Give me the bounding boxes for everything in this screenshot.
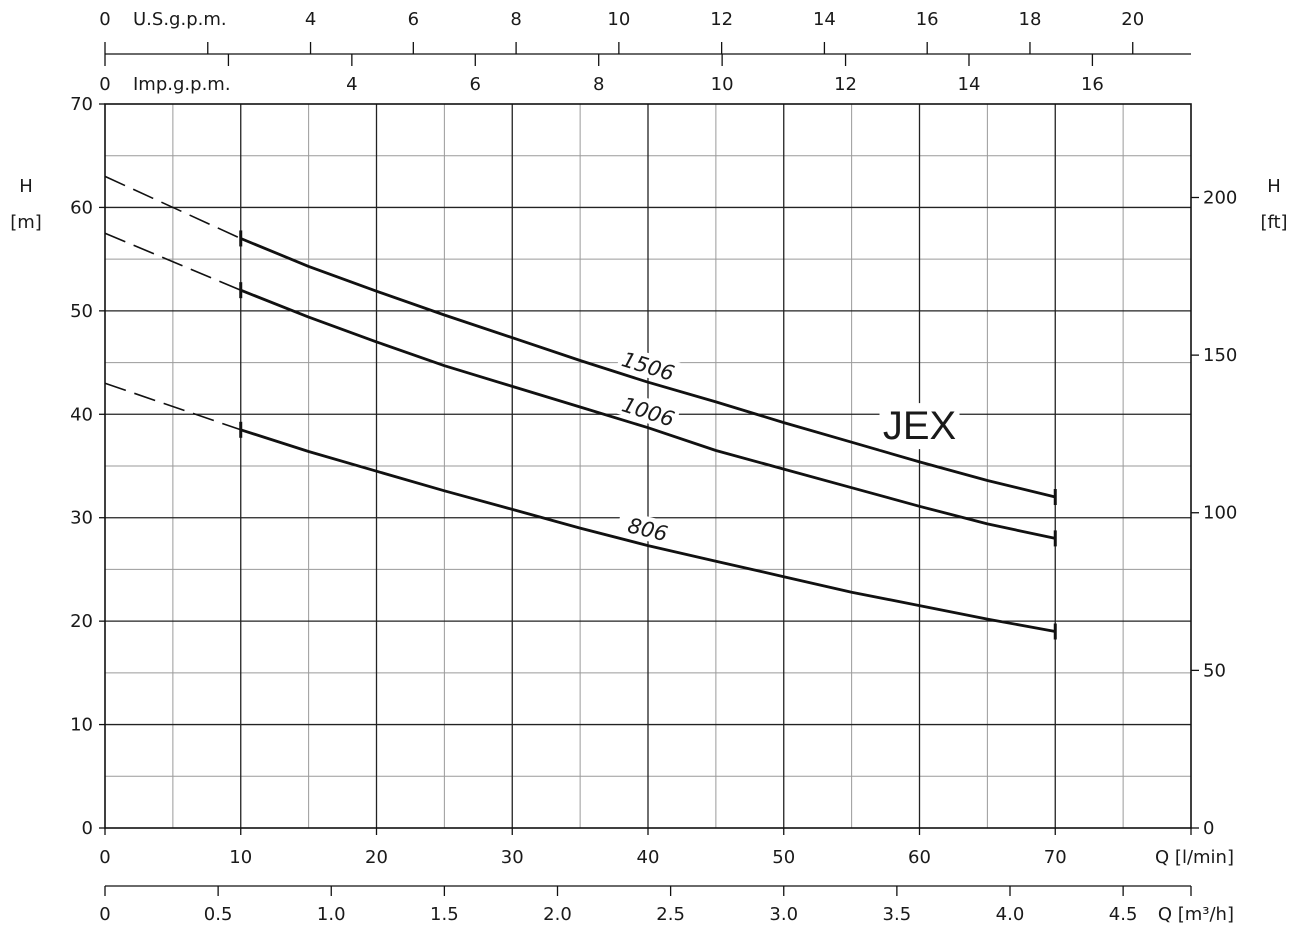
curves	[104, 175, 1057, 640]
impgpm-tick-label: 8	[593, 74, 604, 95]
m3h-tick-label: 2.0	[543, 904, 572, 925]
m3h-tick-label: 1.5	[430, 904, 459, 925]
y-tick-label-left: 20	[70, 611, 93, 632]
usgpm-tick-label: 4	[305, 9, 316, 30]
y-tick-label-left: 0	[82, 818, 93, 839]
usgpm-tick-label: 18	[1019, 9, 1042, 30]
impgpm-tick-label: 0	[99, 74, 110, 95]
chart-title: JEX	[883, 404, 956, 448]
y-tick-label-right: 0	[1203, 818, 1214, 839]
m3h-unit-label: Q [m³/h]	[1158, 904, 1234, 925]
x-tick-label: 30	[501, 847, 524, 868]
usgpm-tick-label: 16	[916, 9, 939, 30]
series-dashed-1006	[104, 232, 242, 291]
y-tick-label-right: 150	[1203, 345, 1237, 366]
impgpm-tick-label: 6	[470, 74, 481, 95]
curve-label-bg	[615, 510, 680, 548]
x-tick-label: 0	[99, 847, 110, 868]
impgpm-tick-label: 16	[1081, 74, 1104, 95]
y-tick-label-left: 10	[70, 715, 93, 736]
series-line-806	[240, 428, 1056, 633]
x-tick-label: 70	[1044, 847, 1067, 868]
y-tick-label-left: 60	[70, 197, 93, 218]
y-tick-label-left: 40	[70, 404, 93, 425]
series-dashed-806	[104, 382, 242, 431]
usgpm-tick-label: 12	[710, 9, 733, 30]
impgpm-tick-label: 10	[711, 74, 734, 95]
y-unit-left-unit: [m]	[10, 212, 42, 233]
curve-label-bg	[616, 345, 681, 386]
usgpm-unit-label: U.S.g.p.m.	[133, 9, 227, 30]
m3h-tick-label: 2.5	[656, 904, 685, 925]
m3h-tick-label: 0	[99, 904, 110, 925]
y-unit-right-symbol: H	[1267, 176, 1281, 197]
series-dashed-1506	[104, 175, 242, 240]
series-line-1006	[240, 288, 1056, 540]
impgpm-tick-label: 12	[834, 74, 857, 95]
usgpm-tick-label: 0	[99, 9, 110, 30]
m3h-tick-label: 0.5	[204, 904, 233, 925]
m3h-tick-label: 1.0	[317, 904, 346, 925]
usgpm-tick-label: 20	[1121, 9, 1144, 30]
x-unit-label: Q [l/min]	[1155, 847, 1234, 868]
m3h-tick-label: 4.0	[996, 904, 1025, 925]
y-tick-label-left: 30	[70, 508, 93, 529]
m3h-tick-label: 4.5	[1109, 904, 1138, 925]
curve-label-bg	[616, 390, 681, 432]
x-tick-label: 60	[908, 847, 931, 868]
axes	[99, 42, 1199, 896]
usgpm-tick-label: 14	[813, 9, 836, 30]
usgpm-tick-label: 6	[408, 9, 419, 30]
x-tick-label: 50	[772, 847, 795, 868]
impgpm-tick-label: 14	[958, 74, 981, 95]
y-tick-label-right: 100	[1203, 503, 1237, 524]
x-tick-label: 20	[365, 847, 388, 868]
impgpm-tick-label: 4	[346, 74, 357, 95]
x-tick-label: 10	[229, 847, 252, 868]
impgpm-unit-label: Imp.g.p.m.	[133, 74, 231, 95]
series-line-1506	[240, 237, 1056, 499]
y-unit-left-symbol: H	[19, 176, 33, 197]
usgpm-tick-label: 10	[607, 9, 630, 30]
usgpm-tick-label: 8	[510, 9, 521, 30]
y-unit-right-unit: [ft]	[1260, 212, 1287, 233]
y-tick-label-left: 50	[70, 301, 93, 322]
m3h-tick-label: 3.0	[769, 904, 798, 925]
y-tick-label-right: 50	[1203, 660, 1226, 681]
x-tick-label: 40	[637, 847, 660, 868]
y-tick-label-left: 70	[70, 94, 93, 115]
m3h-tick-label: 3.5	[883, 904, 912, 925]
y-tick-label-right: 200	[1203, 187, 1237, 208]
title-bg	[879, 403, 960, 450]
